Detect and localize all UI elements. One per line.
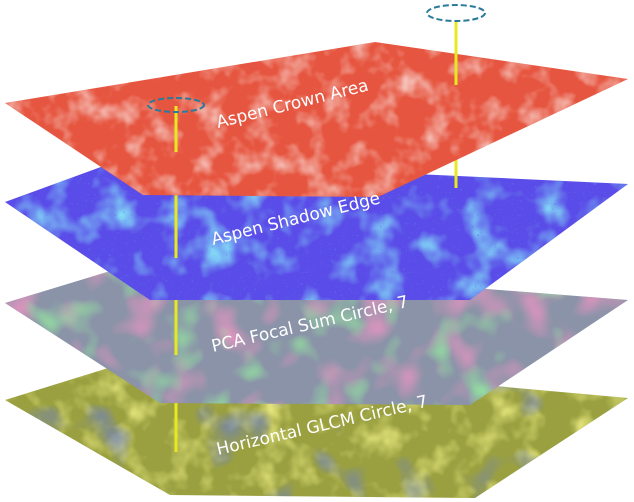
marker-right-ellipse <box>426 4 486 22</box>
marker-left-ellipse <box>147 97 205 113</box>
